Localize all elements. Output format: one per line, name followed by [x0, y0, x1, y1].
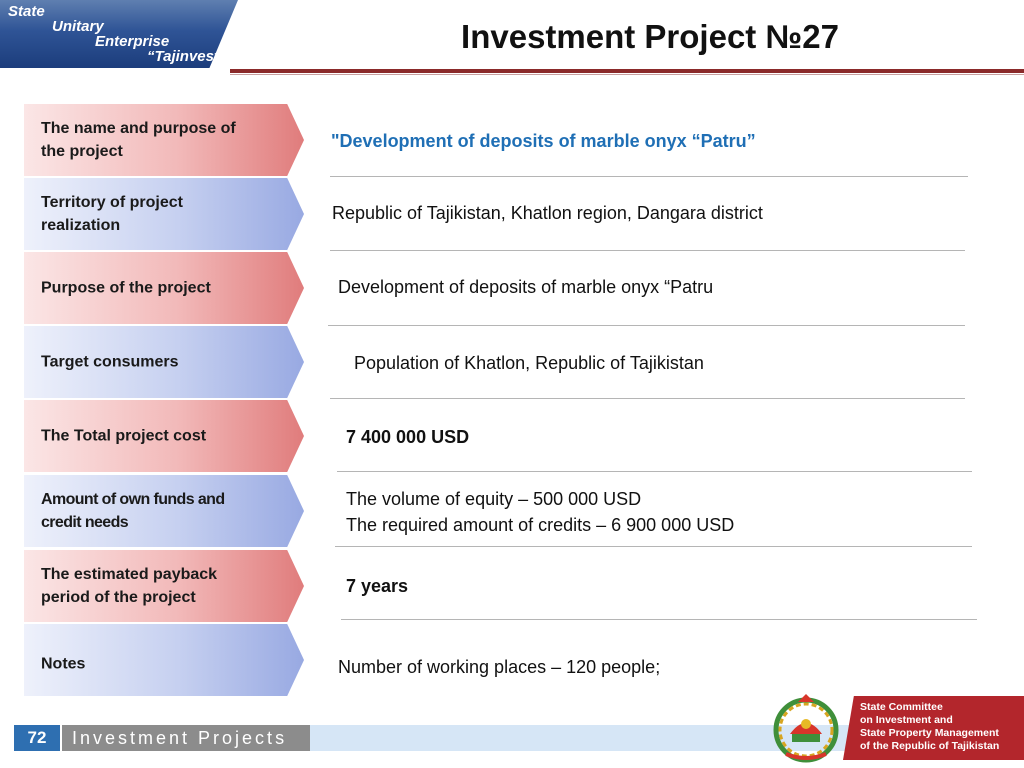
logo-line-1: State	[8, 3, 45, 20]
header-divider-thin	[230, 74, 1024, 75]
committee-line-2: on Investment and	[860, 714, 953, 726]
committee-line-4: of the Republic of Tajikistan	[860, 740, 1000, 752]
page-title: Investment Project №27	[461, 18, 839, 55]
value-payback: 7 years	[346, 576, 409, 596]
row-divider	[337, 471, 972, 472]
row-divider	[330, 250, 965, 251]
label-text: Territory of project realization	[41, 194, 183, 234]
value-equity: The volume of equity – 500 000 USD	[346, 489, 642, 509]
row-divider	[341, 619, 977, 620]
value-notes: Number of working places – 120 people;	[338, 657, 661, 677]
value-target-consumers: Population of Khatlon, Republic of Tajik…	[354, 353, 704, 373]
label-project-name: The name and purpose of the project	[24, 104, 304, 176]
committee-text: State Committee on Investment and State …	[860, 701, 1020, 753]
logo-line-4: “Tajinvest”	[147, 48, 227, 65]
emblem-icon	[773, 694, 839, 763]
label-text: Notes	[41, 655, 86, 673]
tajinvest-logo: State Unitary Enterprise “Tajinvest”	[0, 0, 238, 68]
label-text: Target consumers	[41, 353, 179, 371]
label-text: Purpose of the project	[41, 279, 211, 297]
committee-line-3: State Property Management	[860, 727, 999, 739]
label-payback: The estimated payback period of the proj…	[24, 550, 304, 622]
label-text: The name and purpose of the project	[41, 120, 236, 160]
label-total-cost: The Total project cost	[24, 400, 304, 472]
footer-section-title: Investment Projects	[62, 725, 310, 751]
value-total-cost: 7 400 000 USD	[346, 427, 470, 447]
label-text: Amount of own funds and credit needs	[41, 491, 225, 531]
page-number: 72	[14, 725, 60, 751]
row-divider	[328, 325, 965, 326]
label-territory: Territory of project realization	[24, 178, 304, 250]
row-divider	[330, 176, 968, 177]
header-divider	[230, 69, 1024, 73]
label-target-consumers: Target consumers	[24, 326, 304, 398]
label-text: The Total project cost	[41, 427, 207, 445]
logo-line-3: Enterprise	[95, 33, 170, 50]
committee-line-1: State Committee	[860, 701, 943, 713]
label-purpose: Purpose of the project	[24, 252, 304, 324]
logo-line-2: Unitary	[52, 18, 104, 35]
value-territory: Republic of Tajikistan, Khatlon region, …	[332, 203, 763, 223]
label-text: The estimated payback period of the proj…	[41, 566, 218, 606]
row-divider	[335, 546, 972, 547]
label-notes: Notes	[24, 624, 304, 696]
value-purpose: Development of deposits of marble onyx “…	[338, 277, 714, 297]
value-project-name: "Development of deposits of marble onyx …	[331, 131, 756, 151]
row-divider	[330, 398, 965, 399]
value-credits: The required amount of credits – 6 900 0…	[346, 515, 735, 535]
label-own-funds: Amount of own funds and credit needs	[24, 475, 304, 547]
committee-badge: State Committee on Investment and State …	[843, 696, 1024, 760]
